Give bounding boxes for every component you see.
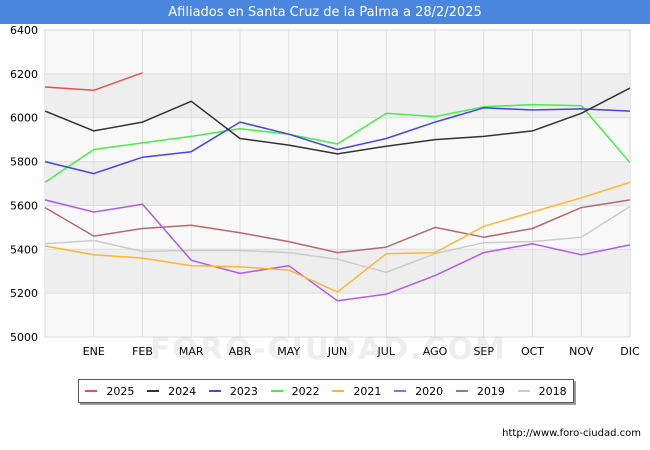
- y-tick-label: 5200: [10, 287, 38, 300]
- legend-swatch: [208, 390, 221, 392]
- legend-label: 2020: [415, 384, 444, 398]
- x-tick-label: SEP: [473, 345, 494, 358]
- legend-label: 2024: [168, 384, 197, 398]
- series-line-2023: [44, 107, 631, 175]
- series-line-2022: [44, 103, 631, 184]
- x-tick-label: DIC: [620, 345, 640, 358]
- chart-title: Afiliados en Santa Cruz de la Palma a 28…: [0, 0, 650, 24]
- x-tick-label: JUN: [327, 345, 348, 358]
- series-line-2019: [44, 199, 631, 254]
- legend-item-2021: 2021: [332, 385, 381, 398]
- legend-swatch: [394, 390, 407, 392]
- legend-item-2025: 2025: [85, 385, 134, 398]
- x-tick-label: FEB: [132, 345, 153, 358]
- legend-swatch: [270, 390, 283, 392]
- legend-item-2022: 2022: [270, 384, 320, 398]
- legend-item-2024: 2024: [147, 385, 196, 398]
- legend-label: 2023: [229, 384, 258, 398]
- source-link[interactable]: http://www.foro-ciudad.com: [502, 428, 641, 439]
- series-line-2024: [44, 87, 631, 155]
- x-tick-label: ABR: [229, 345, 252, 358]
- legend-label: 2021: [353, 384, 382, 398]
- series-line-2021: [44, 181, 631, 293]
- legend-label: 2022: [291, 384, 320, 398]
- legend-item-2018: 2018: [517, 384, 567, 398]
- series-line-2025: [44, 72, 143, 92]
- watermark: FORO-CIUDAD.COM: [150, 332, 507, 367]
- legend-swatch: [147, 390, 160, 392]
- y-tick-label: 5400: [10, 243, 38, 256]
- legend-item-2020: 2020: [394, 385, 443, 398]
- y-tick-label: 5000: [10, 331, 38, 344]
- series-line-2018: [44, 205, 631, 274]
- x-tick-label: ENE: [83, 345, 105, 358]
- chart-title-text: Afiliados en Santa Cruz de la Palma a 28…: [168, 4, 482, 20]
- legend-item-2019: 2019: [455, 384, 505, 398]
- legend-swatch: [517, 390, 530, 392]
- x-tick-label: NOV: [569, 345, 594, 358]
- x-tick-label: JUL: [377, 345, 396, 358]
- y-tick-label: 6400: [10, 24, 38, 37]
- y-tick-label: 6000: [10, 112, 38, 125]
- legend-swatch: [85, 390, 98, 392]
- y-tick-label: 6200: [10, 68, 38, 81]
- x-tick-label: OCT: [521, 345, 544, 358]
- legend-swatch: [332, 390, 345, 392]
- x-tick-label: AGO: [423, 345, 448, 358]
- legend-label: 2019: [476, 384, 505, 398]
- y-tick-label: 5600: [10, 199, 38, 212]
- legend-label: 2025: [106, 384, 135, 398]
- legend-item-2023: 2023: [208, 384, 258, 398]
- legend-swatch: [455, 390, 468, 392]
- x-tick-label: MAY: [277, 345, 300, 358]
- x-tick-label: MAR: [179, 345, 204, 358]
- y-tick-label: 5800: [10, 156, 38, 169]
- legend-label: 2018: [538, 384, 567, 398]
- legend: 2025 2024 2023 2022 2021 2020 2019 2018: [78, 379, 574, 403]
- series-line-2020: [44, 199, 631, 302]
